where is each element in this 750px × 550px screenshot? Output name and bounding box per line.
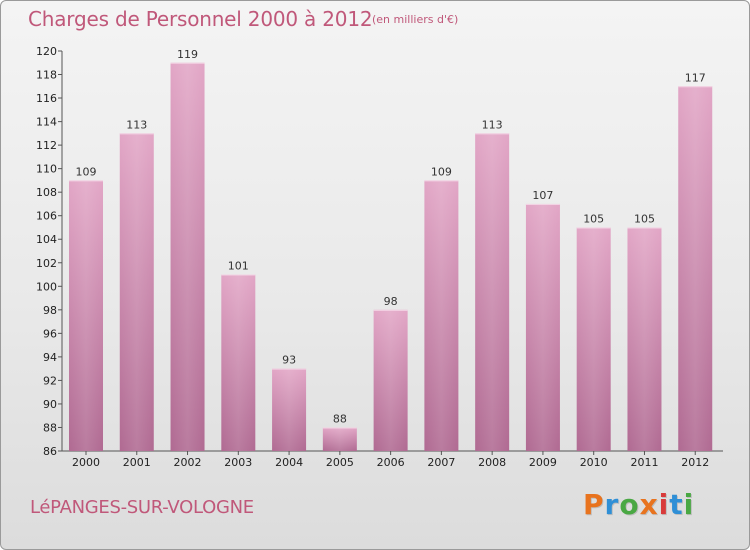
bar-group [475, 133, 510, 451]
bar-value-label: 107 [532, 189, 553, 202]
bar-group [576, 227, 611, 451]
bar-value-label: 113 [126, 118, 147, 131]
y-tick-label: 120 [36, 45, 57, 58]
x-tick-label: 2011 [630, 456, 658, 469]
bar-shine [627, 227, 662, 451]
x-tick-label: 2010 [580, 456, 608, 469]
axes: 86 88 90 92 94 96 98 100 102 104 106 108 110 112 114 11… [36, 45, 723, 458]
logo-letter: t [669, 488, 684, 521]
y-tick-label: 116 [36, 92, 57, 105]
x-tick-label: 2003 [224, 456, 252, 469]
x-tick-label: 2006 [377, 456, 405, 469]
x-tick-label: 2002 [174, 456, 202, 469]
bar-shine [576, 227, 611, 451]
x-tick-label: 2008 [478, 456, 506, 469]
x-tick-label: 2005 [326, 456, 354, 469]
x-tick-label: 2012 [681, 456, 709, 469]
bar-value-label: 117 [685, 71, 706, 84]
bar-group [627, 227, 662, 451]
bar-group [170, 62, 205, 451]
bar-shine [119, 133, 154, 451]
bar-shine [322, 427, 357, 451]
y-tick-label: 90 [43, 398, 57, 411]
bar-value-label: 88 [333, 412, 347, 425]
y-tick-label: 110 [36, 163, 57, 176]
x-tick-label: 2007 [427, 456, 455, 469]
bar-value-label: 93 [282, 354, 296, 367]
bar-group [525, 203, 560, 451]
y-tick-label: 108 [36, 186, 57, 199]
bar-group [322, 427, 357, 451]
y-tick-label: 104 [36, 233, 57, 246]
bar-value-label: 119 [177, 48, 198, 61]
chart-subtitle: (en milliers d'€) [372, 13, 459, 26]
x-tick-label: 2000 [72, 456, 100, 469]
bar-value-label: 101 [228, 260, 249, 273]
city-name: LéPANGES-SUR-VOLOGNE [30, 497, 254, 518]
y-tick-label: 112 [36, 139, 57, 152]
y-tick-label: 88 [43, 421, 57, 434]
bar-value-label: 98 [384, 295, 398, 308]
bars [69, 62, 713, 452]
y-tick-label: 86 [43, 445, 57, 458]
bar-shine [170, 62, 205, 451]
y-tick-label: 114 [36, 116, 57, 129]
bar-group [424, 180, 459, 452]
bar-value-label: 105 [634, 212, 655, 225]
bar-shine [221, 274, 256, 451]
bar-group [119, 133, 154, 451]
x-tick-label: 2004 [275, 456, 303, 469]
chart-title: Charges de Personnel 2000 à 2012 [28, 7, 373, 31]
bar-group [678, 86, 713, 451]
y-tick-label: 100 [36, 280, 57, 293]
bar-group [272, 368, 307, 451]
bar-shine [69, 180, 103, 452]
bar-value-label: 105 [583, 212, 604, 225]
bar-shine [272, 368, 307, 451]
y-tick-label: 92 [43, 374, 57, 387]
bar-value-label: 109 [76, 165, 97, 178]
logo-letter: P [583, 488, 605, 521]
bar-shine [678, 86, 713, 451]
logo-letter: r [604, 488, 620, 521]
y-tick-label: 106 [36, 210, 57, 223]
labels: 109 2000 113 2001 119 2002 101 2003 93 2004 88 2005… [72, 48, 709, 469]
bar-value-label: 109 [431, 165, 452, 178]
bar-shine [525, 203, 560, 451]
bar-group [373, 309, 408, 451]
x-tick-label: 2001 [123, 456, 151, 469]
logo-letter: i [683, 488, 695, 521]
y-tick-label: 94 [43, 351, 57, 364]
bar-group [69, 180, 103, 452]
bar-shine [475, 133, 510, 451]
bar-shine [424, 180, 459, 452]
bar-shine [373, 309, 408, 451]
logo-letter: o [619, 488, 640, 521]
y-tick-label: 96 [43, 327, 57, 340]
logo-letter: x [639, 488, 659, 521]
bar-group [221, 274, 256, 451]
y-tick-label: 98 [43, 304, 57, 317]
y-tick-label: 102 [36, 257, 57, 270]
proxiti-logo: Proxiti [583, 488, 694, 521]
bar-value-label: 113 [482, 118, 503, 131]
y-tick-label: 118 [36, 69, 57, 82]
x-tick-label: 2009 [529, 456, 557, 469]
logo-letter: i [658, 488, 670, 521]
